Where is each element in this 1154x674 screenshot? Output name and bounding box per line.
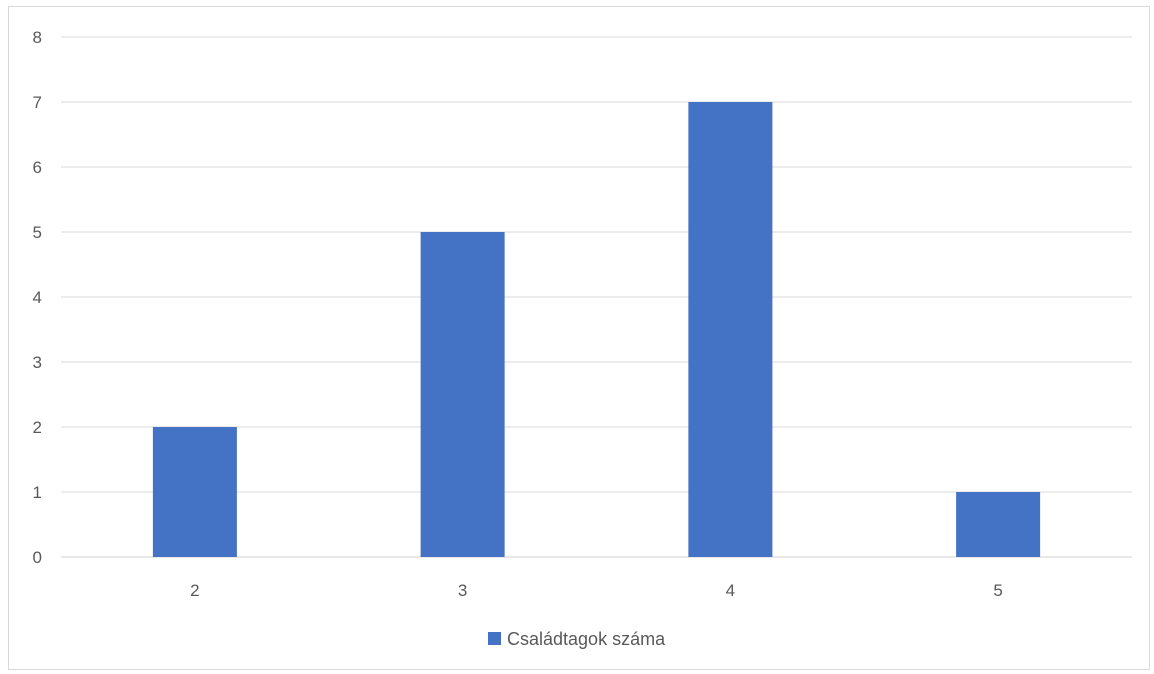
y-tick-label: 0: [33, 548, 42, 567]
x-tick-label: 5: [993, 581, 1002, 600]
y-tick-label: 4: [33, 288, 42, 307]
y-tick-label: 8: [33, 28, 42, 47]
chart-frame: [8, 6, 1150, 670]
bars: [152, 102, 1041, 557]
y-axis-ticks: 0 1 2 3 4 5 6 7 8: [33, 28, 42, 567]
y-tick-label: 1: [33, 483, 42, 502]
y-tick-label: 7: [33, 93, 42, 112]
y-tick-label: 5: [33, 223, 42, 242]
bar: [688, 102, 773, 557]
legend-swatch: [488, 632, 501, 645]
gridlines: [61, 36, 1132, 558]
x-tick-label: 4: [726, 581, 735, 600]
legend-label: Családtagok száma: [507, 629, 666, 649]
legend: Családtagok száma: [488, 629, 666, 649]
y-tick-label: 2: [33, 418, 42, 437]
y-tick-label: 3: [33, 353, 42, 372]
bar: [152, 427, 237, 557]
x-tick-label: 2: [190, 581, 199, 600]
bar: [956, 492, 1041, 557]
y-tick-label: 6: [33, 158, 42, 177]
x-tick-label: 3: [458, 581, 467, 600]
bar: [420, 232, 505, 557]
x-axis-ticks: 2 3 4 5: [190, 581, 1003, 600]
